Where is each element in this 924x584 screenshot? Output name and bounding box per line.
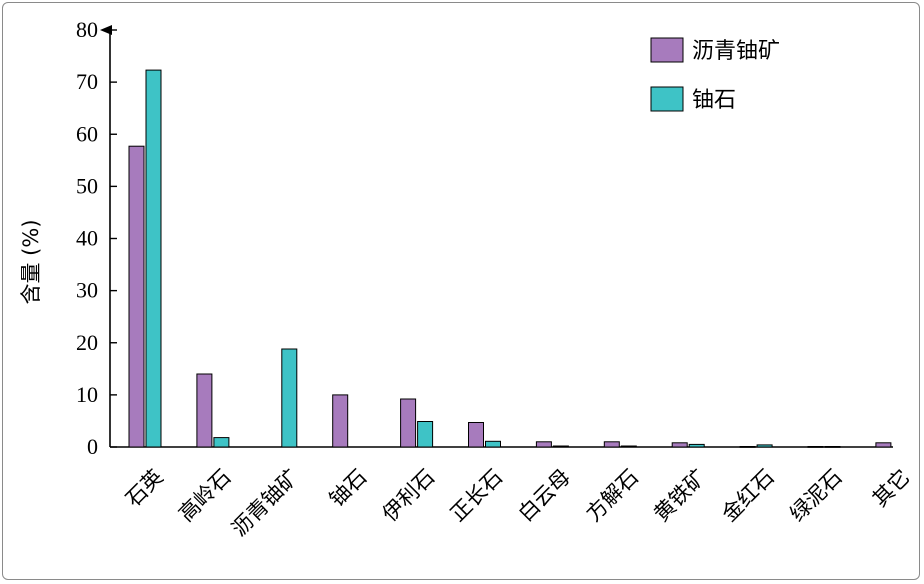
bar-coffinite [688,443,705,448]
x-category-label: 高岭石 [174,465,236,527]
y-tick-label: 0 [87,434,98,459]
x-category-label: 绿泥石 [785,465,847,527]
bar-pitchblende [671,442,688,448]
x-category-label: 白云母 [514,465,576,527]
bar-coffinite [213,437,230,448]
y-tick-label: 40 [76,226,98,251]
bars [128,69,892,448]
x-category-label: 沥青铀矿 [227,465,303,541]
legend: 沥青铀矿 铀石 [650,37,780,113]
bar-pitchblende [468,422,484,448]
bar-coffinite [281,348,298,448]
bar-pitchblende [739,446,756,448]
bar-pitchblende [332,394,349,448]
y-tick-label: 20 [76,330,98,355]
bar-coffinite [756,444,773,448]
y-tick-label: 80 [76,17,98,42]
x-category-label: 石英 [121,465,168,512]
y-tick-label: 10 [76,382,98,407]
x-category-label: 黄铁矿 [649,465,711,527]
bar-pitchblende [807,446,824,448]
x-category-label: 其它 [868,465,915,512]
x-category-label: 铀石 [325,465,372,512]
bar-pitchblende [603,441,620,448]
bar-coffinite [552,445,569,448]
legend-swatch-pitchblende [650,37,684,63]
bar-pitchblende [128,145,145,448]
y-tick-label: 70 [76,69,98,94]
x-category-label: 方解石 [581,465,643,527]
axes [100,25,893,448]
legend-label-pitchblende: 沥青铀矿 [692,39,780,64]
bar-coffinite [824,446,841,448]
y-tick-label: 60 [76,121,98,146]
bar-pitchblende [400,398,417,448]
bar-pitchblende [535,441,552,448]
bar-coffinite [145,69,162,448]
y-tick-label: 30 [76,278,98,303]
legend-label-coffinite: 铀石 [692,88,736,113]
x-category-label: 金红石 [717,465,779,527]
bar-pitchblende [875,442,892,448]
bar-coffinite [620,445,637,448]
y-axis-label: 含量 (%) [19,219,43,304]
y-tick-label: 50 [76,173,98,198]
x-category-label: 正长石 [446,465,508,527]
x-category-label: 伊利石 [378,465,440,527]
legend-swatch-coffinite [650,86,684,112]
bar-coffinite [417,421,434,448]
bar-pitchblende [196,373,213,448]
y-ticks: 0 10 20 30 40 50 60 70 80 [76,17,117,459]
bar-coffinite [485,440,501,448]
